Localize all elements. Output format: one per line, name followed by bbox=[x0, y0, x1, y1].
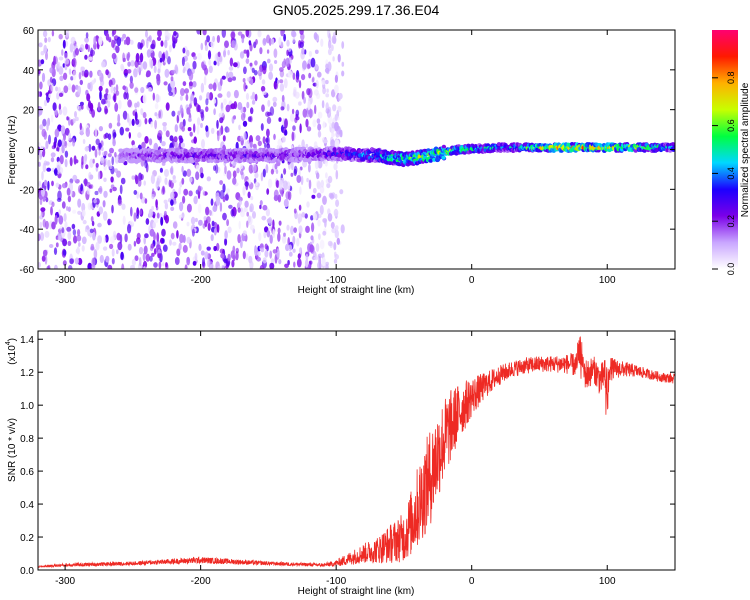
colorbar-gradient bbox=[712, 30, 738, 269]
snr-x-tick-label: 100 bbox=[599, 576, 616, 587]
colorbar-label: Normalized spectral amplitude bbox=[740, 82, 750, 217]
snr-x-label: Height of straight line (km) bbox=[298, 586, 415, 597]
spectrogram-y-tick-label: -20 bbox=[20, 185, 35, 196]
snr-multiplier: (x104) bbox=[5, 338, 18, 365]
spectrogram-x-tick-label: -100 bbox=[326, 275, 346, 286]
snr-y-tick-label: 1.2 bbox=[20, 368, 34, 379]
snr-x-tick-label: -200 bbox=[191, 576, 211, 587]
snr-y-tick-label: 0.4 bbox=[20, 500, 34, 511]
snr-y-tick-label: 0.0 bbox=[20, 566, 34, 577]
snr-ticks: -300 -200 -100 0 100 0.0 0.2 0.4 0.6 0.8 1.0 1.2 1.4 bbox=[20, 331, 675, 587]
colorbar-tick-label: 0.6 bbox=[726, 119, 736, 132]
snr-frame bbox=[37, 330, 676, 571]
spectrogram-y-tick-label: -60 bbox=[20, 265, 35, 276]
spectrogram-x-label: Height of straight line (km) bbox=[298, 285, 415, 296]
colorbar: 0.0 0.2 0.4 0.6 0.8 Normalized spectral ampl… bbox=[712, 30, 750, 275]
spectrogram-x-tick-label: 100 bbox=[599, 275, 616, 286]
snr-line bbox=[38, 336, 675, 569]
snr-y-tick-label: 0.2 bbox=[20, 533, 34, 544]
spectrogram-y-tick-label: -40 bbox=[20, 225, 35, 236]
colorbar-tick-label: 0.2 bbox=[726, 215, 736, 228]
snr-multiplier-close: ) bbox=[7, 338, 18, 341]
colorbar-tick-label: 0.4 bbox=[726, 167, 736, 180]
spectrogram-image bbox=[38, 30, 675, 269]
snr-x-tick-label: -100 bbox=[326, 576, 346, 587]
colorbar-tick-label: 0.8 bbox=[726, 72, 736, 85]
spectrogram-frame bbox=[37, 29, 676, 270]
snr-panel: -300 -200 -100 0 100 0.0 0.2 0.4 0.6 0.8 1.0 1.2 1.4… bbox=[5, 330, 676, 597]
spectrogram-y-label: Frequency (Hz) bbox=[7, 116, 18, 185]
snr-series-line bbox=[38, 336, 675, 569]
snr-multiplier-base: (x10 bbox=[7, 345, 18, 365]
snr-y-tick-label: 0.6 bbox=[20, 467, 34, 478]
spectrogram-x-tick-label: -300 bbox=[55, 275, 75, 286]
spectrogram-y-tick-label: 20 bbox=[23, 106, 35, 117]
figure-title: GN05.2025.299.17.36.E04 bbox=[273, 2, 440, 18]
spectrogram-x-tick-label: 0 bbox=[469, 275, 475, 286]
snr-y-tick-label: 1.4 bbox=[20, 335, 34, 346]
snr-y-label: SNR (10 * v/v) bbox=[7, 418, 18, 482]
snr-x-tick-label: -300 bbox=[55, 576, 75, 587]
svg-text:(x104): (x104) bbox=[5, 338, 18, 365]
colorbar-ticks: 0.0 0.2 0.4 0.6 0.8 bbox=[712, 72, 736, 276]
colorbar-tick-label: 0.0 bbox=[726, 263, 736, 276]
spectrogram-y-tick-label: 40 bbox=[23, 66, 35, 77]
spectrogram-x-tick-label: -200 bbox=[191, 275, 211, 286]
spectrogram-y-tick-label: 0 bbox=[28, 146, 34, 157]
snr-y-tick-label: 1.0 bbox=[20, 401, 34, 412]
snr-x-tick-label: 0 bbox=[469, 576, 475, 587]
snr-y-tick-label: 0.8 bbox=[20, 434, 34, 445]
snr-multiplier-exp: 4 bbox=[5, 341, 12, 345]
spectrogram-y-tick-label: 60 bbox=[23, 26, 35, 37]
